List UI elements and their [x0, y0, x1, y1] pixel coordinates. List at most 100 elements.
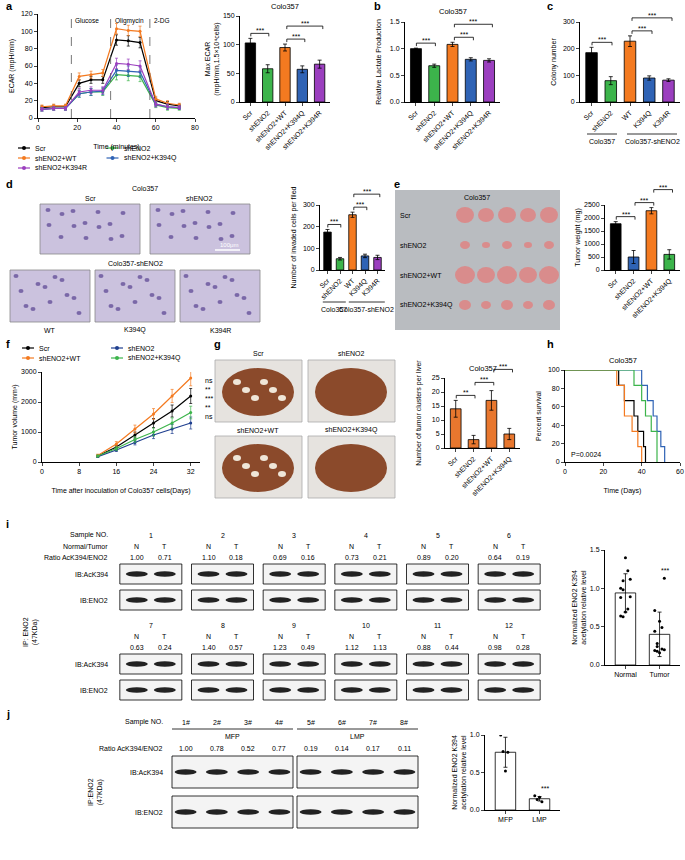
- svg-text:Time (minutes): Time (minutes): [93, 143, 139, 151]
- svg-text:0.78: 0.78: [210, 745, 224, 752]
- svg-text:WT: WT: [343, 277, 356, 290]
- svg-text:3#: 3#: [244, 719, 252, 726]
- svg-text:IB:AcK394: IB:AcK394: [75, 571, 108, 578]
- svg-text:shENO2+WT: shENO2+WT: [620, 277, 655, 312]
- svg-text:40: 40: [638, 468, 646, 475]
- svg-text:6: 6: [507, 532, 511, 539]
- svg-text:Oligmycin: Oligmycin: [115, 17, 144, 25]
- svg-text:shENO2+K394Q: shENO2+K394Q: [471, 455, 514, 498]
- svg-text:T: T: [306, 633, 311, 640]
- svg-text:Scr: Scr: [447, 455, 460, 468]
- svg-text:e: e: [394, 178, 400, 190]
- svg-text:Scr: Scr: [400, 212, 411, 219]
- svg-text:2#: 2#: [213, 719, 221, 726]
- svg-text:IB:AcK394: IB:AcK394: [75, 661, 108, 668]
- svg-text:7: 7: [149, 622, 153, 629]
- svg-text:***: ***: [598, 36, 606, 43]
- svg-text:N: N: [206, 633, 211, 640]
- svg-text:120: 120: [21, 10, 33, 17]
- svg-text:0.57: 0.57: [229, 644, 243, 651]
- svg-text:0.17: 0.17: [366, 745, 380, 752]
- svg-text:h: h: [547, 338, 554, 350]
- svg-text:11: 11: [434, 622, 441, 629]
- svg-text:0.16: 0.16: [301, 554, 315, 561]
- svg-text:***: ***: [460, 31, 468, 38]
- svg-text:N: N: [134, 633, 139, 640]
- svg-text:0.77: 0.77: [272, 745, 286, 752]
- svg-text:1.00: 1.00: [179, 745, 193, 752]
- svg-text:0: 0: [29, 114, 33, 121]
- svg-text:shENO2+WT: shENO2+WT: [460, 455, 495, 490]
- svg-text:shENO2: shENO2: [338, 350, 365, 357]
- svg-text:2: 2: [221, 532, 225, 539]
- svg-text:3000: 3000: [21, 368, 37, 375]
- svg-text:Colo357-shENO2: Colo357-shENO2: [625, 138, 680, 145]
- svg-text:**: **: [205, 404, 211, 411]
- svg-text:LMP: LMP: [350, 733, 365, 740]
- svg-text:0: 0: [311, 266, 315, 273]
- svg-text:Normalized ENO2 K394acetylatio: Normalized ENO2 K394acetylation relative…: [451, 735, 468, 810]
- svg-text:shENO2+WT: shENO2+WT: [35, 155, 77, 162]
- svg-text:0.14: 0.14: [335, 745, 349, 752]
- svg-text:***: ***: [330, 218, 338, 225]
- svg-text:15: 15: [432, 402, 440, 409]
- svg-text:40: 40: [25, 80, 33, 87]
- svg-text:f: f: [6, 338, 10, 350]
- svg-text:***: ***: [659, 184, 667, 191]
- svg-text:N: N: [421, 633, 426, 640]
- svg-text:shENO2: shENO2: [453, 455, 477, 479]
- svg-text:20: 20: [552, 440, 560, 447]
- svg-text:LMP: LMP: [532, 816, 547, 823]
- svg-text:4: 4: [364, 532, 368, 539]
- svg-text:ECAR (mpH/min): ECAR (mpH/min): [8, 39, 16, 93]
- svg-text:***: ***: [292, 33, 300, 40]
- svg-text:***: ***: [205, 395, 213, 402]
- svg-text:12: 12: [505, 622, 513, 629]
- svg-text:Sample NO.: Sample NO.: [70, 531, 108, 539]
- svg-text:***: ***: [422, 37, 430, 44]
- svg-text:***: ***: [638, 25, 646, 32]
- svg-text:j: j: [6, 708, 10, 720]
- svg-text:shENO2: shENO2: [128, 345, 155, 352]
- svg-text:N: N: [278, 543, 283, 550]
- svg-text:shENO2+K394R: shENO2+K394R: [35, 164, 87, 171]
- svg-text:2500: 2500: [584, 201, 600, 208]
- svg-text:0.24: 0.24: [158, 644, 172, 651]
- svg-text:0: 0: [33, 458, 37, 465]
- svg-text:T: T: [449, 633, 454, 640]
- svg-text:ns: ns: [205, 413, 213, 420]
- svg-text:Colo357: Colo357: [321, 306, 347, 313]
- svg-text:g: g: [214, 338, 221, 350]
- svg-text:shENO2+K394Q: shENO2+K394Q: [264, 109, 307, 152]
- svg-text:200: 200: [563, 45, 575, 52]
- svg-text:Colony number: Colony number: [550, 38, 558, 86]
- svg-text:***: ***: [301, 20, 309, 27]
- svg-text:shENO2: shENO2: [320, 277, 344, 301]
- svg-text:1.5: 1.5: [390, 18, 400, 25]
- svg-text:80: 80: [552, 385, 560, 392]
- svg-text:0: 0: [563, 468, 567, 475]
- svg-text:shENO2: shENO2: [247, 109, 271, 133]
- svg-text:shENO2: shENO2: [613, 277, 637, 301]
- svg-text:Number of tumor clusters per l: Number of tumor clusters per liver: [415, 360, 423, 466]
- svg-text:shENO2+WT: shENO2+WT: [254, 109, 289, 144]
- svg-text:40: 40: [113, 124, 121, 131]
- svg-text:0.71: 0.71: [158, 554, 172, 561]
- svg-text:0.19: 0.19: [516, 554, 530, 561]
- svg-text:Max ECAR(mpH/min,1.5×10⁴cells): Max ECAR(mpH/min,1.5×10⁴cells): [204, 22, 221, 95]
- svg-text:***: ***: [622, 211, 630, 218]
- svg-text:Scr: Scr: [35, 145, 46, 152]
- svg-text:Colo357: Colo357: [469, 364, 497, 373]
- svg-text:shENO2+K394Q: shENO2+K394Q: [325, 426, 378, 434]
- svg-text:shENO2: shENO2: [186, 195, 213, 202]
- svg-text:60: 60: [25, 62, 33, 69]
- svg-text:Glucose: Glucose: [75, 17, 99, 24]
- svg-text:IB:AcK394: IB:AcK394: [130, 769, 163, 776]
- svg-text:Time (Days): Time (Days): [604, 487, 642, 495]
- svg-text:150: 150: [223, 12, 235, 19]
- svg-text:shENO2+K394Q: shENO2+K394Q: [124, 154, 177, 162]
- svg-text:shENO2+WT: shENO2+WT: [39, 355, 81, 362]
- svg-text:0.5: 0.5: [390, 72, 400, 79]
- svg-text:0: 0: [571, 98, 575, 105]
- svg-text:Colo357: Colo357: [589, 138, 615, 145]
